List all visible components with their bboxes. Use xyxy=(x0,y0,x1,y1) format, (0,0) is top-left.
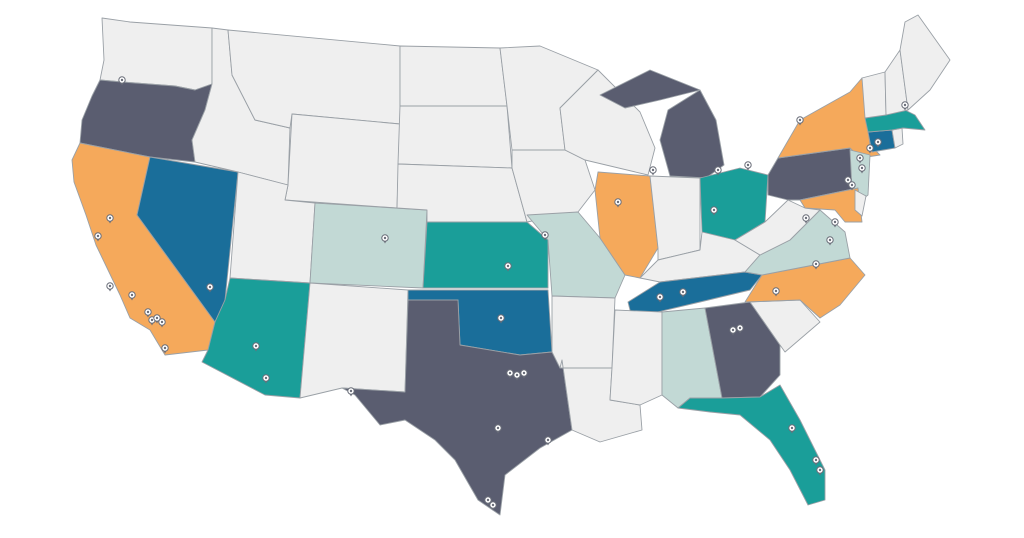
location-pin-icon[interactable] xyxy=(729,326,737,336)
state-kansas[interactable] xyxy=(422,221,549,289)
location-pin-icon[interactable] xyxy=(494,424,502,434)
state-montana[interactable] xyxy=(227,29,401,129)
location-pin-icon[interactable] xyxy=(844,176,852,186)
location-pin-icon[interactable] xyxy=(252,342,260,352)
state-south-dakota[interactable] xyxy=(397,105,513,169)
state-indiana[interactable] xyxy=(649,175,701,261)
location-pin-icon[interactable] xyxy=(858,164,866,174)
state-arkansas[interactable] xyxy=(551,295,616,369)
location-pin-icon[interactable] xyxy=(544,436,552,446)
location-pin-icon[interactable] xyxy=(513,371,521,381)
location-pins-layer xyxy=(94,76,909,511)
location-pin-icon[interactable] xyxy=(541,231,549,241)
state-florida[interactable] xyxy=(677,384,826,506)
location-pin-icon[interactable] xyxy=(158,318,166,328)
location-pin-icon[interactable] xyxy=(656,293,664,303)
location-pin-icon[interactable] xyxy=(94,232,102,242)
location-pin-icon[interactable] xyxy=(128,291,136,301)
state-delaware[interactable] xyxy=(854,189,867,217)
location-pin-icon[interactable] xyxy=(489,501,497,511)
location-pin-icon[interactable] xyxy=(866,144,874,154)
location-pin-icon[interactable] xyxy=(106,282,114,292)
location-pin-icon[interactable] xyxy=(736,324,744,334)
location-pin-icon[interactable] xyxy=(856,154,864,164)
location-pin-icon[interactable] xyxy=(206,283,214,293)
state-north-dakota[interactable] xyxy=(399,45,508,107)
location-pin-icon[interactable] xyxy=(381,234,389,244)
location-pin-icon[interactable] xyxy=(826,236,834,246)
location-pin-icon[interactable] xyxy=(812,456,820,466)
location-pin-icon[interactable] xyxy=(347,387,355,397)
location-pin-icon[interactable] xyxy=(679,288,687,298)
location-pin-icon[interactable] xyxy=(106,214,114,224)
state-missouri[interactable] xyxy=(526,211,626,299)
location-pin-icon[interactable] xyxy=(848,181,856,191)
location-pin-icon[interactable] xyxy=(649,166,657,176)
location-pin-icon[interactable] xyxy=(614,198,622,208)
state-wisconsin[interactable] xyxy=(559,69,656,176)
location-pin-icon[interactable] xyxy=(874,138,882,148)
location-pin-icon[interactable] xyxy=(714,166,722,176)
state-washington[interactable] xyxy=(99,17,213,91)
location-pin-icon[interactable] xyxy=(816,466,824,476)
location-pin-icon[interactable] xyxy=(144,308,152,318)
state-wyoming[interactable] xyxy=(284,113,401,209)
state-vermont[interactable] xyxy=(861,71,887,119)
location-pin-icon[interactable] xyxy=(772,287,780,297)
location-pin-icon[interactable] xyxy=(161,344,169,354)
location-pin-icon[interactable] xyxy=(710,206,718,216)
location-pin-icon[interactable] xyxy=(153,314,161,324)
state-maryland[interactable] xyxy=(799,187,863,223)
state-texas[interactable] xyxy=(341,299,573,516)
state-mississippi[interactable] xyxy=(609,309,663,406)
states-layer xyxy=(71,14,951,516)
location-pin-icon[interactable] xyxy=(744,161,752,171)
state-maine[interactable] xyxy=(899,14,951,111)
location-pin-icon[interactable] xyxy=(506,369,514,379)
location-pin-icon[interactable] xyxy=(802,214,810,224)
location-pin-icon[interactable] xyxy=(520,369,528,379)
location-pin-icon[interactable] xyxy=(901,101,909,111)
state-new-mexico[interactable] xyxy=(299,282,409,399)
location-pin-icon[interactable] xyxy=(504,262,512,272)
location-pin-icon[interactable] xyxy=(812,260,820,270)
state-west-virginia[interactable] xyxy=(734,199,821,256)
location-pin-icon[interactable] xyxy=(484,496,492,506)
location-pin-icon[interactable] xyxy=(788,424,796,434)
location-pin-icon[interactable] xyxy=(262,374,270,384)
state-colorado[interactable] xyxy=(309,202,428,289)
location-pin-icon[interactable] xyxy=(497,314,505,324)
state-iowa[interactable] xyxy=(511,149,596,223)
location-pin-icon[interactable] xyxy=(118,76,126,86)
location-pin-icon[interactable] xyxy=(796,116,804,126)
location-pin-icon[interactable] xyxy=(831,218,839,228)
